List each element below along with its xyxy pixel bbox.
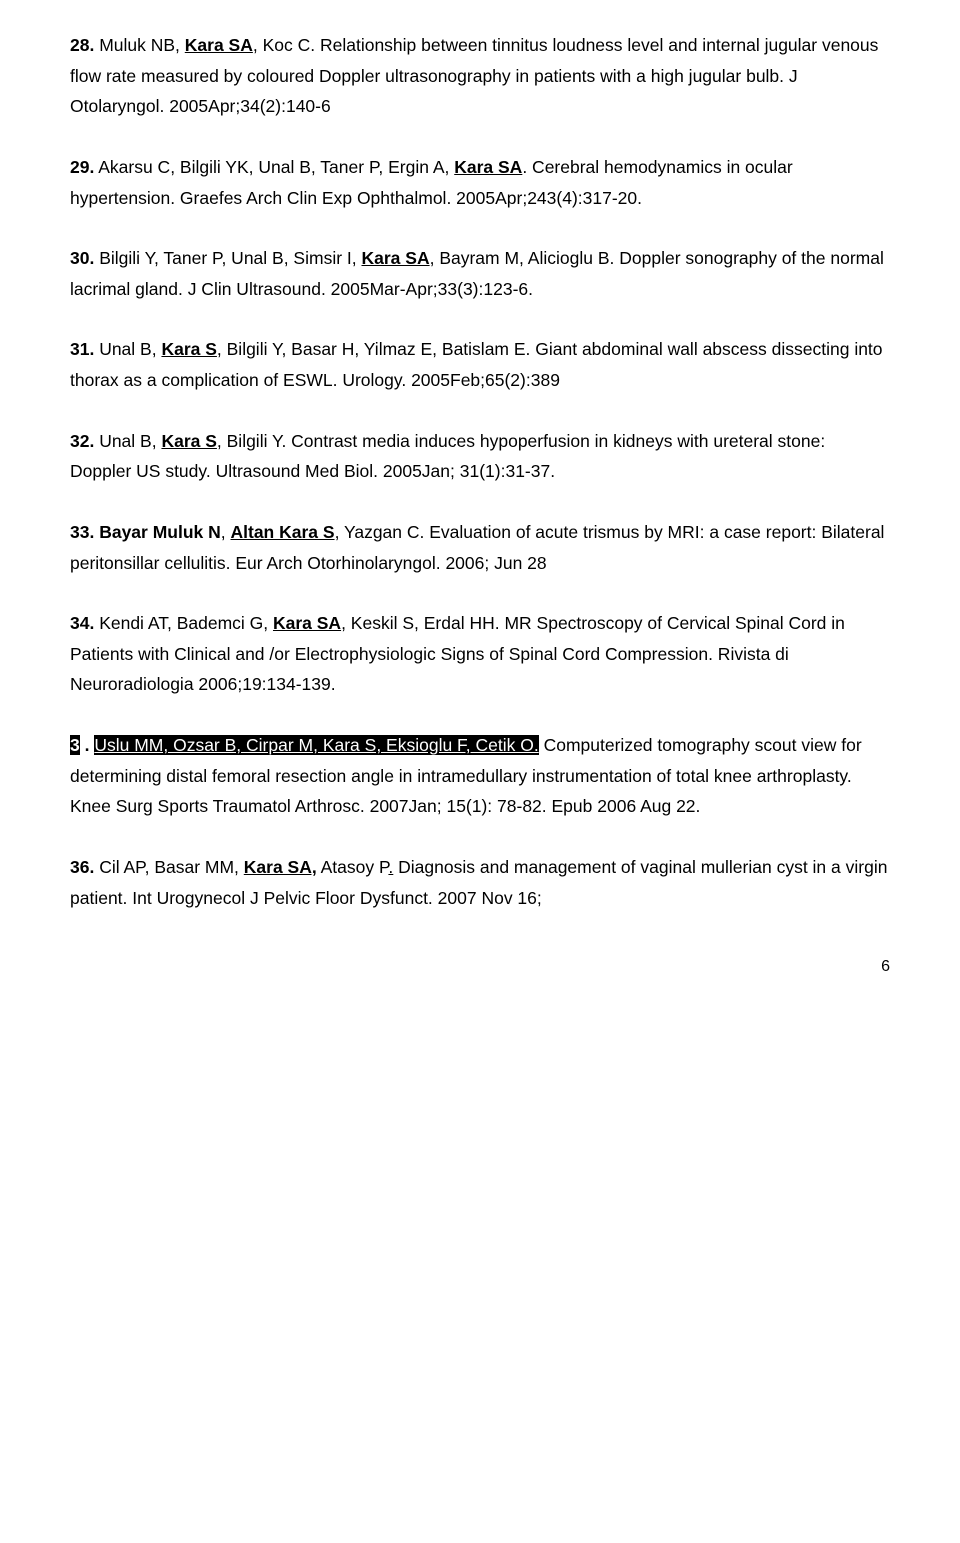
- reference-30: 30. Bilgili Y, Taner P, Unal B, Simsir I…: [70, 243, 890, 304]
- ref-num: 29.: [70, 157, 94, 177]
- kara-name: Kara SA,: [244, 857, 317, 877]
- ref-num: 30.: [70, 248, 94, 268]
- kara-name: Kara SA: [362, 248, 430, 268]
- reference-34: 34. Kendi AT, Bademci G, Kara SA, Keskil…: [70, 608, 890, 700]
- ref-authors-pre: Akarsu C, Bilgili YK, Unal B, Taner P, E…: [94, 157, 454, 177]
- ref-num: 31.: [70, 339, 94, 359]
- kara-name: Kara SA: [273, 613, 341, 633]
- ref-num: 32.: [70, 431, 94, 451]
- ref-num: 34.: [70, 613, 94, 633]
- kara-name: Altan Kara S: [231, 522, 335, 542]
- ref-authors-pre: Kendi AT, Bademci G,: [94, 613, 273, 633]
- kara-name: Kara S: [161, 339, 216, 359]
- kara-name: Kara SA: [454, 157, 522, 177]
- reference-28: 28. Muluk NB, Kara SA, Koc C. Relationsh…: [70, 30, 890, 122]
- reference-35: 3 . Uslu MM, Ozsar B, Cirpar M, Kara S, …: [70, 730, 890, 822]
- kara-name: Kara S: [161, 431, 216, 451]
- ref-authors-pre: Unal B,: [94, 339, 161, 359]
- reference-33: 33. Bayar Muluk N, Altan Kara S, Yazgan …: [70, 517, 890, 578]
- ref-num: 28.: [70, 35, 94, 55]
- ref-num: 33.: [70, 522, 94, 542]
- ref-authors-pre: Muluk NB,: [94, 35, 184, 55]
- page-number: 6: [70, 953, 890, 981]
- ref-num-part: 3: [70, 735, 80, 755]
- ref-sep: ,: [221, 522, 231, 542]
- ref-lead-author: Bayar Muluk N: [99, 522, 221, 542]
- ref-authors-pre: Unal B,: [94, 431, 161, 451]
- reference-29: 29. Akarsu C, Bilgili YK, Unal B, Taner …: [70, 152, 890, 213]
- ref-authors-highlight: Uslu MM, Ozsar B, Cirpar M, Kara S, Eksi…: [94, 735, 538, 755]
- ref-authors-pre: Cil AP, Basar MM,: [94, 857, 243, 877]
- reference-32: 32. Unal B, Kara S, Bilgili Y. Contrast …: [70, 426, 890, 487]
- reference-31: 31. Unal B, Kara S, Bilgili Y, Basar H, …: [70, 334, 890, 395]
- ref-authors-post: Atasoy P: [317, 857, 389, 877]
- ref-num-dot: .: [80, 735, 95, 755]
- ref-num: 36.: [70, 857, 94, 877]
- reference-36: 36. Cil AP, Basar MM, Kara SA, Atasoy P.…: [70, 852, 890, 913]
- ref-authors-pre: Bilgili Y, Taner P, Unal B, Simsir I,: [94, 248, 361, 268]
- kara-name: Kara SA: [185, 35, 253, 55]
